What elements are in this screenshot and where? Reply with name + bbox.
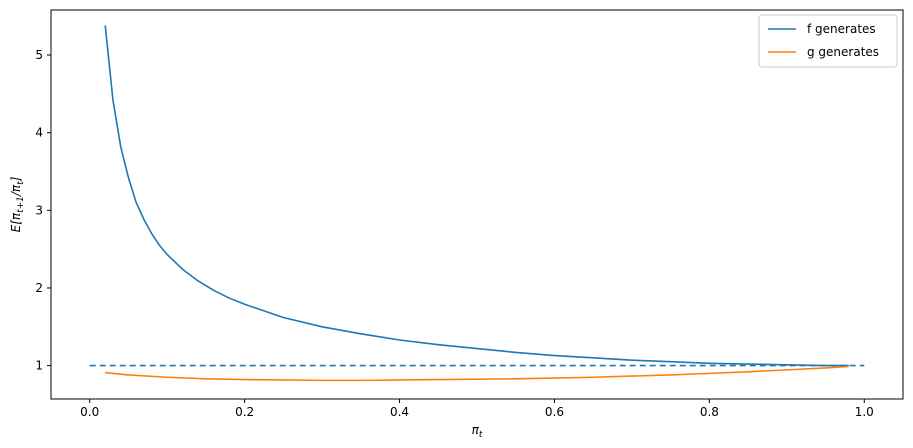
- legend-label-f: f generates: [807, 22, 876, 36]
- series-line-0: [104, 25, 849, 367]
- x-tick-label: 0.2: [235, 405, 254, 419]
- y-axis-label-sub2: t: [16, 181, 26, 185]
- x-axis-label: πt: [472, 423, 483, 440]
- y-axis-label-suffix: ]: [9, 176, 23, 182]
- legend-box: [758, 14, 898, 68]
- x-tick-label: 0.8: [700, 405, 719, 419]
- x-axis-label-base: π: [472, 423, 480, 437]
- y-tick-label: 5: [35, 48, 43, 62]
- series-line-1: [105, 365, 849, 382]
- y-tick-label: 3: [35, 203, 43, 217]
- y-tick-label: 1: [35, 359, 43, 373]
- y-axis-label: E[πt+1/πt]: [9, 176, 26, 232]
- plot-frame: [50, 9, 904, 400]
- x-tick-label: 0.6: [545, 405, 564, 419]
- x-tick-label: 0.4: [390, 405, 409, 419]
- x-tick-label: 0.0: [80, 405, 99, 419]
- y-tick-label: 2: [35, 281, 43, 295]
- x-axis-ticks: 0.0 0.2 0.4 0.6 0.8 1.0: [80, 399, 874, 419]
- y-axis-label-prefix: E[π: [9, 212, 23, 232]
- plot-lines: [89, 25, 865, 382]
- y-tick-label: 4: [35, 126, 43, 140]
- y-axis-label-mid: /π: [9, 184, 23, 197]
- y-axis-ticks: 1 2 3 4 5: [35, 48, 51, 373]
- y-axis-label-sub1: t+1: [16, 196, 26, 213]
- legend-label-g: g generates: [807, 45, 879, 59]
- legend: f generates g generates: [758, 14, 898, 68]
- x-tick-label: 1.0: [855, 405, 874, 419]
- x-axis-label-sub: t: [479, 430, 483, 440]
